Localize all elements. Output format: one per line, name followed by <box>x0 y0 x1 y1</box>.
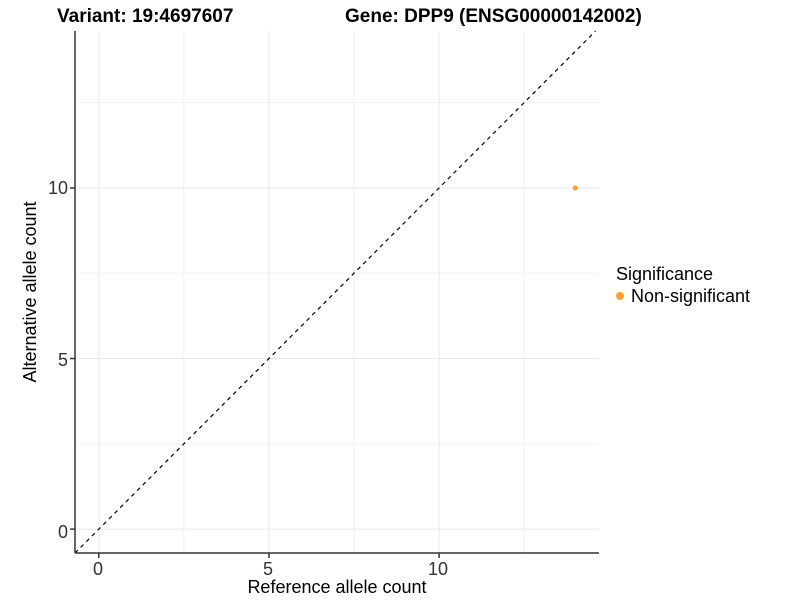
legend-point-icon <box>616 292 624 300</box>
variant-title: Variant: 19:4697607 <box>57 6 234 27</box>
x-tick-label-5: 5 <box>262 559 274 579</box>
y-tick-label-10: 10 <box>47 178 68 198</box>
identity-reference-line <box>74 30 597 554</box>
panel-background <box>75 31 599 553</box>
data-point <box>572 185 578 191</box>
x-tick-label-10: 10 <box>427 559 449 579</box>
x-tick-label-0: 0 <box>92 559 104 579</box>
legend-entry-label: Non-significant <box>631 286 751 306</box>
y-tick-label-5: 5 <box>57 350 68 370</box>
x-axis-title: Reference allele count <box>247 577 427 597</box>
legend-entry-non-significant: Non-significant <box>616 287 750 305</box>
legend: Significance Non-significant <box>616 265 750 305</box>
y-axis-title: Alternative allele count <box>20 201 40 383</box>
y-tick-label-0: 0 <box>57 522 68 542</box>
legend-title: Significance <box>616 264 714 284</box>
gene-title: Gene: DPP9 (ENSG00000142002) <box>345 6 642 27</box>
